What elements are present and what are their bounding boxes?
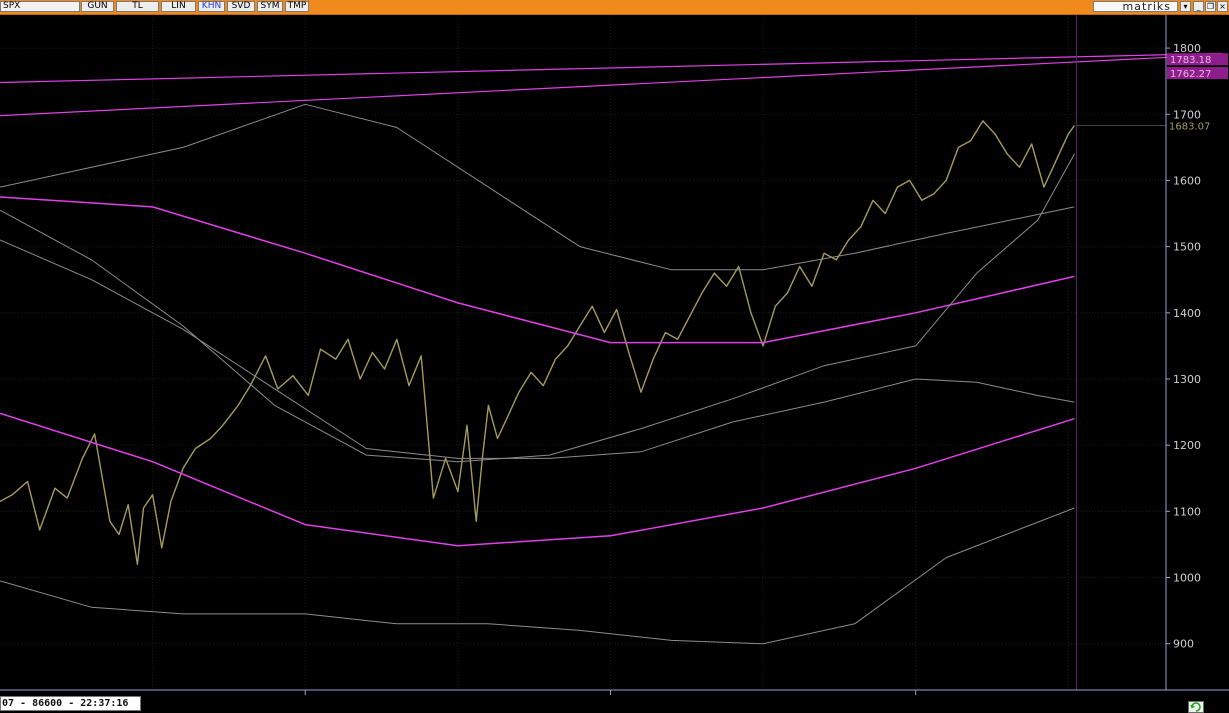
current-value-box: [1167, 119, 1215, 132]
toolbar-button-sym[interactable]: SYM: [257, 1, 283, 12]
series-regression-low: [0, 412, 1075, 547]
minimize-icon[interactable]: _: [1193, 1, 1204, 12]
y-tick-label: 1800: [1173, 42, 1201, 55]
current-value-label: 1683.07: [1169, 122, 1210, 133]
series-regression-mid: [0, 196, 1075, 344]
y-tick-label: 900: [1173, 638, 1194, 651]
toolbar-button-tmp[interactable]: TMP: [285, 1, 309, 12]
y-tick-label: 1300: [1173, 373, 1201, 386]
price-chart[interactable]: 900100011001200130014001500160017001800 …: [0, 15, 1229, 695]
series-band-upper: [0, 103, 1075, 271]
level-marker-label: 1783.18: [1170, 55, 1211, 66]
level-marker-box: [1167, 53, 1228, 66]
refresh-icon[interactable]: [1188, 701, 1204, 713]
toolbar-button-gun[interactable]: GUN: [81, 1, 114, 12]
y-axis: 900 1000 1100 1200 1300 1400 1500 1600 1700 1800: [1165, 15, 1201, 690]
toolbar-button-svd[interactable]: SVD: [227, 1, 255, 12]
y-tick-label: 1600: [1173, 174, 1201, 187]
y-tick-label: 1000: [1173, 572, 1201, 585]
series-price: [0, 120, 1075, 565]
value-markers: 1783.18 1762.27 1683.07: [1167, 53, 1228, 133]
level-marker-box: [1167, 67, 1228, 80]
y-tick-label: 1500: [1173, 241, 1201, 254]
symbol-input[interactable]: SPX: [0, 1, 80, 12]
status-readout: 07 - 86600 - 22:37:16: [0, 696, 141, 711]
toolbar-button-lin[interactable]: LIN: [161, 1, 196, 12]
grid: [0, 15, 1166, 690]
series-channel-upper-2: [0, 52, 1221, 84]
level-marker-label: 1762.27: [1170, 69, 1211, 80]
toolbar: SPX GUN TL LIN KHN SVD SYM TMP matriks ▾…: [0, 0, 1229, 15]
series-channel-upper: [0, 54, 1221, 117]
restore-icon[interactable]: ❐: [1205, 1, 1216, 12]
y-tick-label: 1400: [1173, 307, 1201, 320]
series-moving-average-fast: [0, 153, 1075, 463]
brand-logo: matriks: [1093, 1, 1178, 12]
dropdown-icon[interactable]: ▾: [1180, 1, 1191, 12]
y-tick-label: 1100: [1173, 505, 1201, 518]
y-tick-label: 1700: [1173, 108, 1201, 121]
series-band-lower: [0, 507, 1075, 645]
y-tick-label: 1200: [1173, 439, 1201, 452]
x-axis: 111213: [0, 689, 1229, 695]
toolbar-button-tl[interactable]: TL: [116, 1, 159, 12]
series-layer: [0, 15, 1221, 690]
series-moving-average-slow: [0, 239, 1075, 459]
toolbar-button-khn[interactable]: KHN: [198, 1, 225, 12]
close-icon[interactable]: ×: [1217, 1, 1228, 12]
